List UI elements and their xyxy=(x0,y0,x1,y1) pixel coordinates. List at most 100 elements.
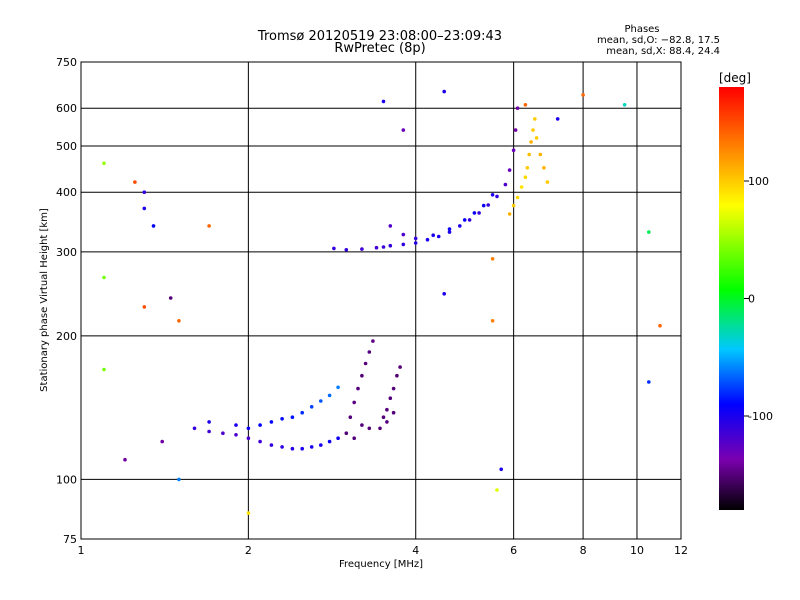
data-point xyxy=(309,405,314,409)
data-point xyxy=(581,93,585,97)
data-point xyxy=(388,396,393,401)
data-point xyxy=(458,224,462,228)
data-point xyxy=(280,417,284,421)
x-tick-label: 10 xyxy=(630,544,644,557)
data-point xyxy=(102,367,106,372)
data-point xyxy=(192,426,197,431)
data-point xyxy=(472,211,477,215)
data-point xyxy=(401,242,406,247)
data-point xyxy=(647,380,651,384)
data-point xyxy=(495,488,499,492)
y-tick-label: 600 xyxy=(56,102,77,115)
data-point xyxy=(269,420,274,424)
data-point xyxy=(290,446,295,451)
data-point xyxy=(221,431,225,436)
data-point xyxy=(391,386,396,391)
x-tick-label: 6 xyxy=(510,544,517,557)
data-point xyxy=(413,241,418,245)
data-point xyxy=(246,436,251,441)
data-point xyxy=(401,232,406,237)
data-point xyxy=(534,136,539,140)
x-tick-label: 8 xyxy=(580,544,587,557)
data-point xyxy=(207,224,211,228)
data-point xyxy=(462,218,467,222)
colorbar-tick-label: 0 xyxy=(748,293,755,306)
y-axis-label: Stationary phase Virtual Height [km] xyxy=(39,208,50,392)
data-point xyxy=(142,305,147,309)
data-point xyxy=(371,339,375,343)
data-point xyxy=(177,319,181,323)
plot-frame xyxy=(80,61,682,540)
data-point xyxy=(258,423,262,427)
y-tick-label: 750 xyxy=(56,56,77,69)
data-point xyxy=(168,296,173,300)
y-tick-label: 500 xyxy=(56,140,77,153)
data-point xyxy=(391,410,396,415)
data-point xyxy=(290,415,295,420)
data-point xyxy=(555,117,560,121)
data-point xyxy=(519,185,524,189)
data-point xyxy=(486,203,491,207)
data-point xyxy=(622,103,627,107)
colorbar-tick-label: -100 xyxy=(748,410,773,423)
data-point xyxy=(300,410,305,415)
data-point xyxy=(490,319,495,323)
data-point xyxy=(529,140,533,144)
data-point xyxy=(374,245,379,250)
data-point xyxy=(142,190,147,194)
x-axis-label: Frequency [MHz] xyxy=(339,559,423,570)
data-point xyxy=(246,511,251,515)
data-point xyxy=(507,212,512,216)
x-axis-ticks: 1 2 4 6 8 10 12 xyxy=(78,544,689,557)
data-point xyxy=(207,420,211,424)
x-tick-label: 2 xyxy=(245,544,252,557)
data-point xyxy=(102,161,106,166)
x-tick-label: 1 xyxy=(78,544,85,557)
chart-title: Tromsø 20120519 23:08:00–23:09:43 xyxy=(257,29,502,44)
grid-lines xyxy=(81,62,681,539)
data-point xyxy=(160,439,164,444)
data-point xyxy=(515,106,520,110)
data-point xyxy=(133,180,137,184)
x-tick-label: 12 xyxy=(674,544,688,557)
data-point xyxy=(413,236,418,241)
data-point xyxy=(647,230,651,234)
data-point xyxy=(352,436,357,441)
data-point xyxy=(490,193,495,197)
data-point xyxy=(527,152,531,157)
data-point xyxy=(300,446,305,451)
data-point xyxy=(477,211,481,215)
data-point xyxy=(513,128,518,132)
data-point xyxy=(363,361,368,366)
data-point xyxy=(538,152,543,157)
data-point xyxy=(385,420,389,424)
data-point xyxy=(309,445,314,449)
y-tick-label: 300 xyxy=(56,246,77,259)
data-point xyxy=(511,148,516,152)
colorbar xyxy=(719,87,744,510)
data-point xyxy=(356,386,360,391)
data-point xyxy=(280,445,284,449)
y-tick-label: 400 xyxy=(56,186,77,199)
data-point xyxy=(395,373,399,378)
data-point xyxy=(531,128,535,132)
data-point xyxy=(352,400,357,405)
data-point xyxy=(425,237,430,242)
data-point xyxy=(542,166,546,170)
data-point xyxy=(381,245,386,249)
stats-line-x: mean, sd,X: 88.4, 24.4 xyxy=(606,46,720,57)
y-tick-label: 200 xyxy=(56,330,77,343)
data-point xyxy=(388,224,393,228)
data-point xyxy=(142,206,147,211)
stats-title: Phases xyxy=(624,24,659,35)
data-point xyxy=(234,423,238,427)
data-points xyxy=(102,89,662,515)
data-point xyxy=(533,117,537,121)
data-point xyxy=(123,457,127,462)
data-point xyxy=(332,246,336,251)
data-point xyxy=(336,385,340,390)
data-point xyxy=(388,243,393,248)
data-point xyxy=(258,439,262,444)
data-point xyxy=(151,224,156,228)
data-point xyxy=(360,247,364,251)
